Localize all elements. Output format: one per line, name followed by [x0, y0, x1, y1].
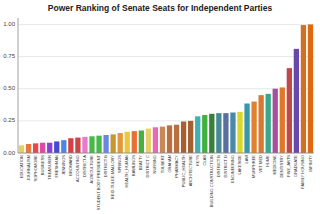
bar: [40, 143, 45, 153]
bar: [89, 136, 94, 153]
y-tick-label: 1.00: [3, 21, 15, 27]
bar: [294, 49, 299, 153]
bar: [188, 121, 193, 153]
title: Power Ranking of Senate Seats for Indepe…: [48, 3, 273, 13]
bar: [167, 125, 172, 153]
grid-line: [18, 56, 314, 57]
x-tick-label: DISTRICT A: [82, 155, 87, 177]
x-tick-label: LAW: [244, 155, 249, 164]
x-tick-label: LAKESIDE: [237, 155, 242, 175]
bar: [308, 24, 313, 153]
x-tick-label: HEALTH_HUMAN: [124, 155, 129, 187]
bar: [153, 127, 158, 153]
bar: [68, 138, 73, 153]
x-tick-label: MEDICINE: [272, 155, 277, 175]
x-tick-label: PHARMACY: [174, 155, 179, 178]
bar: [202, 115, 207, 153]
x-tick-label: DENTISTRY: [279, 155, 284, 178]
bar: [195, 116, 200, 153]
bar: [47, 143, 52, 153]
bar: [82, 137, 87, 153]
x-tick-label: TREASURER: [47, 155, 52, 180]
bar: [181, 122, 186, 154]
bar: [26, 144, 31, 153]
y-tick-label: 0.25: [3, 117, 15, 123]
bar: [174, 125, 179, 153]
bar: [118, 133, 123, 153]
bar: [301, 25, 306, 153]
x-tick-label: VET MED: [258, 155, 263, 173]
bar: [75, 138, 80, 153]
x-tick-label: MURPHREE: [251, 155, 256, 178]
bar: [223, 113, 228, 153]
x-tick-label: DISTRICT D: [223, 155, 228, 177]
x-tick-label: JOURNALISM: [26, 155, 31, 181]
bar: [209, 114, 214, 153]
x-tick-label: BUILDING CONSTRUCTION: [209, 155, 214, 207]
x-tick-label: JENNINGS: [61, 155, 66, 176]
bar: [259, 95, 264, 153]
x-tick-label: INFINITY: [308, 155, 313, 172]
x-tick-label: ENGINEERING: [230, 155, 235, 183]
bar: [237, 112, 242, 153]
bar: [125, 132, 130, 153]
bar: [216, 113, 221, 153]
chart: Power Ranking of Senate Seats for Indepe…: [0, 0, 320, 214]
x-tick-label: BEATTY: [138, 155, 143, 171]
bar: [103, 135, 108, 153]
bar: [132, 131, 137, 153]
y-tick-label: 0.00: [3, 150, 15, 156]
y-axis-line: [18, 18, 19, 153]
x-tick-label: DISTRICT B: [216, 155, 221, 177]
x-axis-line: [18, 153, 314, 154]
x-tick-label: NURSING: [152, 155, 157, 173]
x-tick-label: PUBLIC_HEALTH: [181, 155, 186, 187]
bars: [19, 24, 313, 153]
x-tick-label: ACCOUNTING: [75, 155, 80, 182]
bar: [230, 113, 235, 154]
x-tick-label: TOLBERT: [160, 154, 165, 173]
bar: [33, 143, 38, 153]
x-tick-label: BUSINESS: [40, 155, 45, 176]
y-tick-label: 0.75: [3, 53, 15, 59]
x-tick-label: HUME: [265, 155, 270, 167]
bar: [273, 89, 278, 153]
x-tick-label: DISTRICT B: [103, 155, 108, 177]
grid-line: [18, 24, 314, 25]
bar: [96, 136, 101, 153]
bar: [19, 145, 24, 153]
bar: [54, 141, 59, 153]
x-tick-label: DISTRICT C: [145, 155, 150, 177]
x-tick-label: FRESHMAN: [54, 155, 59, 178]
x-tick-label: KEYS: [195, 155, 200, 166]
bar: [111, 134, 116, 153]
x-tick-label: RAWLINGS: [131, 155, 136, 177]
x-tick-label: FINE_ARTS: [286, 155, 291, 177]
bar: [139, 131, 144, 154]
bar: [251, 102, 256, 153]
bar: [287, 68, 292, 153]
x-tick-label: GRAHAM: [167, 155, 172, 173]
x-tick-label: SPRINGS: [117, 155, 122, 173]
x-tick-label: CLAS: [202, 155, 207, 166]
x-tick-label: GRADUATE: [293, 155, 298, 177]
x-tick-label: BROWARD: [68, 155, 73, 176]
bar: [160, 127, 165, 153]
x-tick-label: FAMILY HOUSING: [300, 155, 305, 189]
x-tick-label: SOPHOMORE: [33, 155, 38, 182]
x-tick-label: ARCHITECTURE: [188, 155, 193, 187]
bar: [146, 129, 151, 153]
bar: [61, 140, 66, 153]
x-tick-label: EDUCATION: [19, 155, 24, 178]
x-tick-label: REID-TULEE-MALLORY: [110, 155, 115, 199]
x-tick-label: STUDENT BODY PRESIDENT: [96, 154, 101, 210]
x-tick-label: AGRICULTURE: [89, 155, 94, 184]
y-tick-label: 0.50: [3, 85, 15, 91]
grid-line: [18, 88, 314, 89]
bar: [266, 94, 271, 153]
bar: [244, 104, 249, 154]
grid-line: [18, 153, 314, 154]
bar: [280, 87, 285, 153]
